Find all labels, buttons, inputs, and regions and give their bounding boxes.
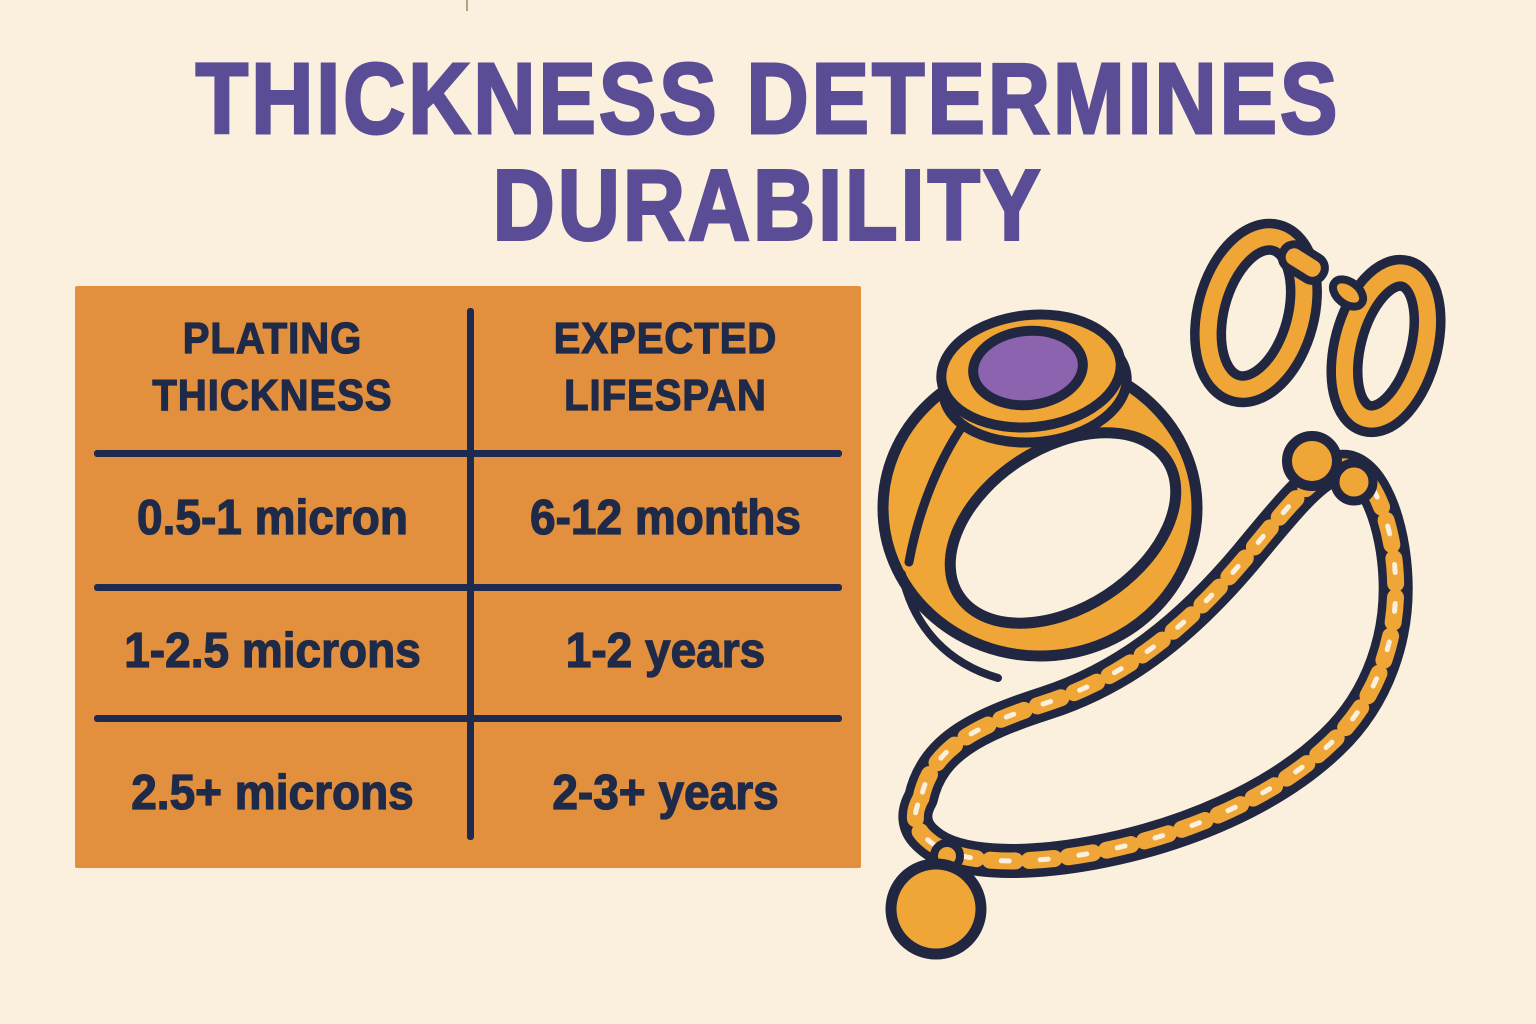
table-cell-thickness-1: 0.5-1 micron (136, 489, 408, 545)
table-cell-lifespan-3: 2-3+ years (552, 763, 780, 820)
header-line: THICKNESS (152, 372, 393, 421)
column-header-expected-lifespan: EXPECTED LIFESPAN (470, 279, 861, 456)
page-title: THICKNESS DETERMINES DURABILITY (0, 43, 1536, 262)
title-line-2: DURABILITY (491, 150, 1044, 262)
chain-clasp-beads-icon (1282, 431, 1378, 506)
earring-clasp-icon (1328, 275, 1368, 311)
earring-clasp-icon (1277, 240, 1329, 285)
hoop-earring-right-icon (1326, 254, 1446, 438)
table-cell-lifespan-2: 1-2 years (565, 621, 766, 678)
ring-contour-line (904, 420, 968, 567)
ring-band-hole (944, 427, 1182, 629)
column-header-plating-thickness: PLATING THICKNESS (75, 279, 470, 456)
ring-highlight-line (898, 570, 1002, 682)
header-line: LIFESPAN (563, 372, 767, 421)
table-column-divider (467, 308, 474, 840)
table-cell-thickness-2: 1-2.5 microns (124, 621, 422, 678)
signet-ring-with-purple-gem-icon (877, 309, 1203, 682)
table-row-divider (94, 584, 842, 591)
table-row-divider (94, 715, 842, 722)
hoop-earring-left-icon (1190, 218, 1322, 408)
table-cell-thickness-3: 2.5+ microns (131, 763, 415, 820)
table-row-divider (94, 450, 842, 457)
round-pendant-icon (885, 858, 987, 960)
chain-necklace-icon (885, 431, 1413, 960)
title-line-1: THICKNESS DETERMINES (194, 43, 1341, 156)
thickness-lifespan-table: PLATING THICKNESS EXPECTED LIFESPAN 0.5-… (75, 286, 861, 868)
ring-gem (968, 325, 1088, 411)
table-cell-lifespan-1: 6-12 months (529, 489, 801, 545)
header-line: PLATING (182, 314, 363, 363)
header-line: EXPECTED (553, 314, 778, 363)
paper-crease-mark (466, 0, 468, 11)
